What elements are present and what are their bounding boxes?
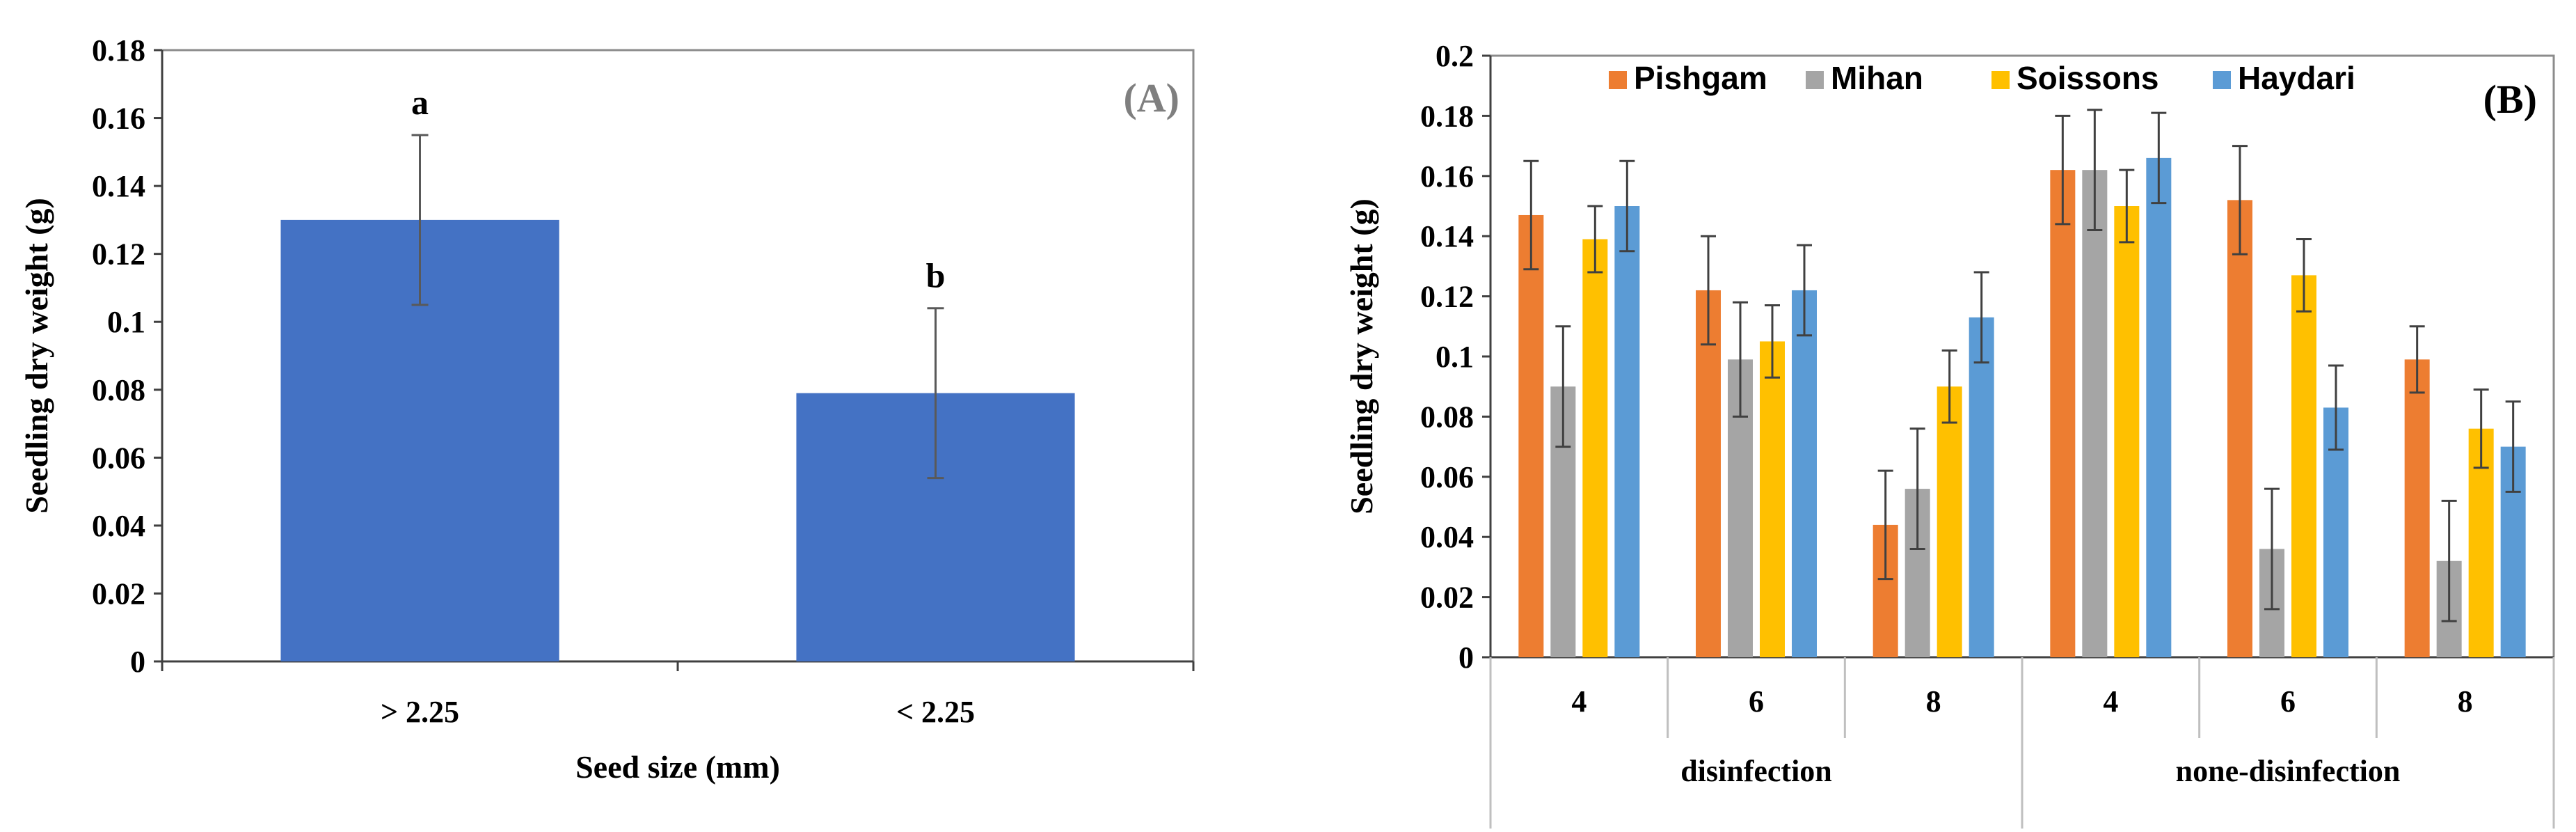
y-tick-label: 0.18 [1420, 99, 1474, 133]
bar-haydari [1614, 206, 1640, 657]
y-tick-label: 0.12 [1420, 280, 1474, 314]
legend-label-pishgam: Pishgam [1634, 60, 1767, 96]
y-tick-label: 0 [1458, 641, 1474, 675]
x-tick-label: 8 [2458, 684, 2473, 719]
bar-soissons [2114, 206, 2140, 657]
y-tick-label: 0.12 [92, 237, 145, 272]
y-tick-label: 0.04 [92, 509, 145, 543]
y-tick-label: 0.18 [92, 33, 145, 68]
y-tick-label: 0.16 [92, 102, 145, 136]
bar-pishgam [2404, 359, 2430, 657]
x-tick-label: > 2.25 [381, 695, 459, 729]
bar-haydari [2146, 157, 2172, 657]
y-tick-label: 0.06 [92, 441, 145, 475]
y-tick-label: 0.14 [92, 169, 145, 203]
y-tick-label: 0.02 [92, 576, 145, 611]
y-tick-label: 0.02 [1420, 581, 1474, 615]
x-tick-label: 6 [2280, 684, 2296, 719]
bar-pishgam [2050, 170, 2076, 657]
group-label: none-disinfection [2176, 754, 2401, 788]
bar-pishgam [1696, 290, 1721, 658]
bar-pishgam [2227, 200, 2252, 657]
bar-soissons [1760, 341, 1785, 657]
bar-soissons [1937, 386, 1962, 657]
legend-label-soissons: Soissons [2017, 60, 2159, 96]
y-tick-label: 0.2 [1436, 39, 1474, 73]
x-tick-label: 8 [1926, 684, 1941, 719]
plot-area-frame [1489, 54, 2555, 659]
panel-b: 0 0.02 0.04 0.06 0.08 0.1 0.12 0.14 0.16 0.18 0.2 4… [1344, 39, 2555, 829]
y-tick-label: 0 [130, 645, 145, 679]
significance-letter: b [926, 256, 946, 295]
bar-soissons [1582, 239, 1608, 657]
y-axis-title: Seedling dry weight (g) [1344, 198, 1379, 515]
x-tick-label: 4 [1571, 684, 1587, 719]
y-tick-label: 0.08 [1420, 400, 1474, 434]
bar-haydari [1969, 317, 1994, 657]
y-tick-label: 0.04 [1420, 520, 1474, 554]
x-tick-label: 6 [1749, 684, 1764, 719]
legend-swatch-pishgam [1609, 71, 1627, 89]
panel-a: 0 0.02 0.04 0.06 0.08 0.1 0.12 0.14 0.16 0.18 a > 2… [19, 33, 1195, 785]
y-tick-label: 0.14 [1420, 219, 1474, 253]
legend-label-haydari: Haydari [2238, 60, 2355, 96]
x-axis-title: Seed size (mm) [575, 749, 780, 785]
panel-label: (A) [1123, 75, 1179, 120]
bar-pishgam [1518, 214, 1544, 658]
panel-label: (B) [2483, 77, 2537, 122]
legend-swatch-mihan [1806, 71, 1824, 89]
y-axis-title: Seedling dry weight (g) [19, 198, 54, 514]
y-tick-label: 0.06 [1420, 460, 1474, 494]
bar-soissons [2291, 275, 2316, 657]
group-label: disinfection [1680, 754, 1832, 788]
bar-mihan [2082, 170, 2108, 657]
bar-haydari [1792, 290, 1817, 658]
y-tick-label: 0.08 [92, 373, 145, 407]
x-tick-label: < 2.25 [896, 695, 975, 729]
y-tick-label: 0.16 [1420, 159, 1474, 194]
legend-label-mihan: Mihan [1831, 60, 1923, 96]
significance-letter: a [411, 83, 429, 122]
legend-swatch-haydari [2213, 71, 2231, 89]
y-tick-label: 0.1 [107, 305, 145, 339]
legend-swatch-soissons [1991, 71, 2010, 89]
y-tick-label: 0.1 [1436, 340, 1474, 374]
x-tick-label: 4 [2103, 684, 2118, 719]
